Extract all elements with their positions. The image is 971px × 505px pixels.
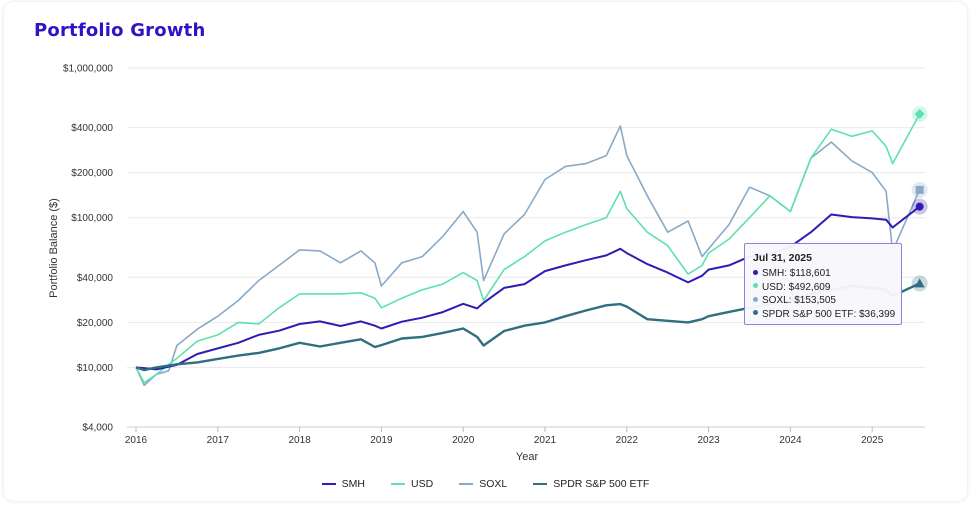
tooltip-value: USD: $492,609 bbox=[762, 281, 831, 293]
y-tick-labels: $4,000 $10,000 $20,000 $40,000 $100,000 $200,… bbox=[63, 64, 113, 434]
legend-label: SMH bbox=[341, 478, 366, 490]
legend-item[interactable]: USD bbox=[391, 478, 433, 490]
y-tick-label: $200,000 bbox=[71, 168, 113, 179]
tooltip-rows: SMH: $118,601 USD: $492,609 SOXL: $153,505… bbox=[753, 267, 901, 321]
tooltip-date: Jul 31, 2025 bbox=[753, 252, 812, 264]
x-tick-labels: 2016 2017 2018 2019 2020 2021 2022 2023 2024 2025 bbox=[125, 427, 884, 446]
page-title: Portfolio Growth bbox=[34, 20, 206, 41]
y-tick-label: $100,000 bbox=[71, 213, 113, 224]
x-tick-label: 2021 bbox=[534, 435, 557, 446]
legend-label: USD bbox=[411, 478, 434, 490]
end-marker-usd[interactable] bbox=[914, 109, 925, 120]
legend-swatch bbox=[321, 483, 336, 485]
tooltip: Jul 31, 2025 SMH: $118,601 USD: $492,609 S… bbox=[744, 243, 902, 325]
x-tick-label: 2018 bbox=[288, 435, 311, 446]
y-tick-label: $40,000 bbox=[77, 273, 114, 284]
tooltip-dot bbox=[753, 310, 758, 316]
tooltip-value: SPDR S&P 500 ETF: $36,399 bbox=[762, 308, 896, 320]
legend-item[interactable]: SOXL bbox=[459, 478, 507, 490]
tooltip-value: SOXL: $153,505 bbox=[762, 295, 836, 306]
tooltip-row: SMH: $118,601 bbox=[753, 267, 901, 281]
tooltip-dot bbox=[753, 296, 758, 302]
tooltip-value: SMH: $118,601 bbox=[762, 268, 831, 279]
tooltip-row: SOXL: $153,505 bbox=[753, 294, 901, 308]
legend-item[interactable]: SMH bbox=[321, 478, 366, 490]
end-markers bbox=[911, 106, 928, 292]
x-tick-label: 2020 bbox=[452, 435, 475, 446]
legend-item[interactable]: SPDR S&P 500 ETF bbox=[533, 478, 649, 490]
x-tick-label: 2023 bbox=[697, 435, 720, 446]
legend-label: SOXL bbox=[479, 478, 508, 490]
y-tick-label: $4,000 bbox=[82, 423, 113, 434]
x-tick-label: 2022 bbox=[616, 435, 639, 446]
x-tick-label: 2019 bbox=[370, 435, 393, 446]
tooltip-dot bbox=[753, 283, 758, 289]
y-tick-label: $400,000 bbox=[71, 123, 113, 134]
x-tick-label: 2016 bbox=[125, 435, 148, 446]
series-line-usd bbox=[135, 113, 921, 384]
y-axis-title: Portfolio Balance ($) bbox=[48, 198, 60, 298]
y-tick-label: $20,000 bbox=[77, 318, 114, 329]
legend: SMH USD SOXL SPDR S&P 500 ETF bbox=[0, 478, 971, 490]
y-tick-label: $10,000 bbox=[77, 363, 114, 374]
legend-swatch bbox=[391, 483, 406, 485]
tooltip-row: USD: $492,609 bbox=[753, 281, 901, 295]
y-tick-label: $1,000,000 bbox=[63, 64, 113, 75]
tooltip-row: SPDR S&P 500 ETF: $36,399 bbox=[753, 308, 901, 322]
x-tick-label: 2017 bbox=[207, 435, 230, 446]
x-tick-label: 2025 bbox=[861, 435, 884, 446]
end-marker-soxl[interactable] bbox=[915, 185, 924, 194]
legend-swatch bbox=[533, 483, 548, 485]
end-marker-spdr-s-p-500-etf[interactable] bbox=[914, 278, 925, 288]
legend-label: SPDR S&P 500 ETF bbox=[553, 478, 650, 490]
x-axis-title: Year bbox=[516, 451, 539, 463]
x-tick-label: 2024 bbox=[779, 435, 802, 446]
end-marker-smh[interactable] bbox=[915, 202, 924, 211]
tooltip-dot bbox=[753, 269, 758, 275]
legend-swatch bbox=[459, 483, 474, 485]
